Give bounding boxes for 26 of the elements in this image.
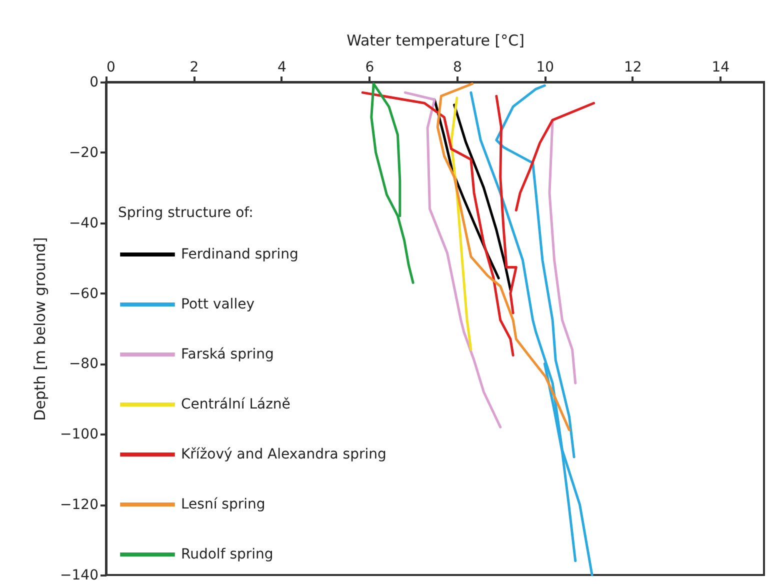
x-tick-label: 2 xyxy=(190,60,199,76)
x-tick-label: 4 xyxy=(278,60,287,76)
legend-label: Farská spring xyxy=(181,346,274,362)
x-tick-label: 10 xyxy=(536,60,554,76)
legend-title: Spring structure of: xyxy=(118,205,254,221)
legend-label: Pott valley xyxy=(181,296,254,312)
x-tick-label: 0 xyxy=(106,60,116,76)
y-tick-label: 0 xyxy=(90,74,98,90)
y-tick-label: −40 xyxy=(68,215,98,232)
x-tick-label: 8 xyxy=(452,60,462,76)
x-tick-label: 14 xyxy=(712,60,730,76)
legend-label: Křížový and Alexandra spring xyxy=(181,446,386,462)
y-tick-label: −120 xyxy=(60,497,98,514)
x-axis-title: Water temperature [°C] xyxy=(346,32,524,50)
legend-label: Ferdinand spring xyxy=(181,246,298,262)
x-tick-label: 12 xyxy=(624,60,642,76)
legend-label: Centrální Lázně xyxy=(181,396,290,412)
legend-label: Lesní spring xyxy=(181,496,266,512)
y-tick-label: −60 xyxy=(68,286,98,302)
y-tick-label: −140 xyxy=(60,568,98,584)
y-axis-title: Depth [m below ground] xyxy=(31,237,50,421)
x-tick-label: 6 xyxy=(365,60,374,76)
legend-label: Rudolf spring xyxy=(181,546,274,562)
y-tick-label: −80 xyxy=(68,356,98,372)
y-tick-label: −100 xyxy=(60,426,98,443)
y-tick-label: −20 xyxy=(68,144,98,161)
